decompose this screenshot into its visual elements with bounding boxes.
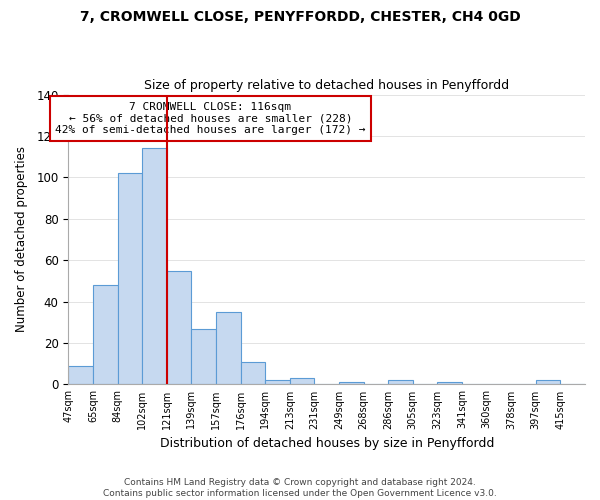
Bar — [536, 380, 560, 384]
Bar — [216, 312, 241, 384]
Text: Contains HM Land Registry data © Crown copyright and database right 2024.
Contai: Contains HM Land Registry data © Crown c… — [103, 478, 497, 498]
Text: 7, CROMWELL CLOSE, PENYFFORDD, CHESTER, CH4 0GD: 7, CROMWELL CLOSE, PENYFFORDD, CHESTER, … — [80, 10, 520, 24]
Title: Size of property relative to detached houses in Penyffordd: Size of property relative to detached ho… — [144, 79, 509, 92]
Bar — [191, 328, 216, 384]
Bar — [93, 285, 118, 384]
Bar — [437, 382, 462, 384]
Text: 7 CROMWELL CLOSE: 116sqm
← 56% of detached houses are smaller (228)
42% of semi-: 7 CROMWELL CLOSE: 116sqm ← 56% of detach… — [55, 102, 366, 135]
Bar — [265, 380, 290, 384]
Y-axis label: Number of detached properties: Number of detached properties — [15, 146, 28, 332]
Bar — [290, 378, 314, 384]
Bar — [142, 148, 167, 384]
X-axis label: Distribution of detached houses by size in Penyffordd: Distribution of detached houses by size … — [160, 437, 494, 450]
Bar — [118, 173, 142, 384]
Bar — [388, 380, 413, 384]
Bar — [241, 362, 265, 384]
Bar — [339, 382, 364, 384]
Bar — [167, 270, 191, 384]
Bar — [68, 366, 93, 384]
